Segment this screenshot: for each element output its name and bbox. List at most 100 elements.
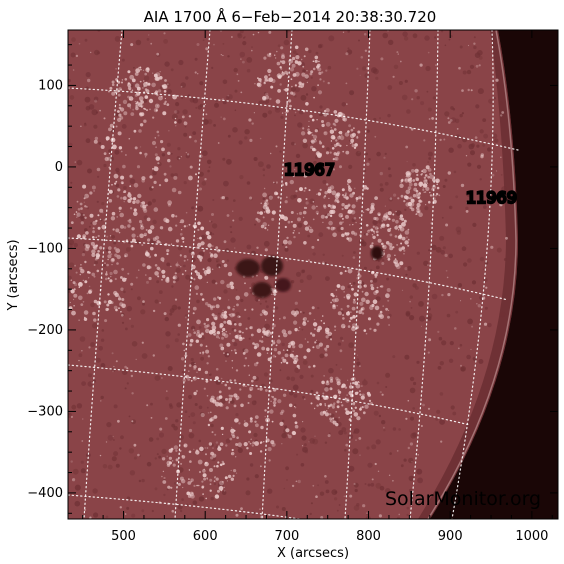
granule	[141, 509, 145, 513]
bright-point	[302, 421, 304, 423]
plage-point	[116, 216, 118, 218]
plage-point	[207, 423, 211, 427]
bright-point	[230, 469, 232, 472]
plage-point	[109, 123, 114, 128]
granule	[194, 403, 198, 406]
granule	[107, 434, 114, 441]
plage-point	[347, 130, 350, 133]
granule	[194, 57, 198, 61]
plage-point	[260, 224, 265, 229]
granule	[179, 509, 183, 513]
plage-point	[129, 74, 135, 80]
granule	[221, 490, 227, 496]
bright-point	[360, 56, 364, 59]
plage-point	[121, 79, 124, 81]
plage-point	[229, 281, 234, 286]
granule	[318, 111, 324, 117]
granule	[137, 296, 141, 301]
bright-point	[294, 301, 298, 305]
plage-point	[332, 204, 334, 206]
granule	[200, 356, 205, 361]
bright-point	[439, 138, 442, 142]
bright-point	[377, 470, 380, 472]
bright-point	[129, 318, 131, 320]
granule	[310, 389, 314, 393]
bright-point	[145, 229, 148, 231]
plage-point	[313, 319, 316, 321]
plage-point	[342, 150, 345, 153]
plage-point	[308, 365, 311, 369]
granule	[237, 447, 243, 453]
plage-point	[264, 330, 269, 335]
bright-point	[414, 89, 418, 93]
plage-point	[197, 221, 201, 226]
bright-point	[204, 178, 207, 181]
plage-point	[212, 305, 216, 309]
bright-point	[249, 196, 253, 200]
plage-point	[73, 305, 75, 307]
bright-point	[78, 359, 80, 362]
plage-point	[320, 214, 325, 219]
granule	[127, 240, 131, 244]
plage-point	[215, 367, 219, 371]
plage-point	[115, 308, 118, 312]
bright-point	[329, 162, 333, 165]
plage-point	[233, 404, 237, 408]
plage-point	[351, 287, 354, 291]
plage-point	[344, 204, 349, 210]
plage-point	[177, 190, 182, 195]
granule	[199, 412, 205, 417]
plage-point	[171, 187, 177, 193]
bright-point	[298, 289, 301, 293]
plage-point	[242, 337, 245, 340]
bright-point	[220, 54, 222, 56]
bright-point	[256, 246, 259, 249]
plage-point	[207, 235, 212, 240]
plage-point	[97, 226, 101, 230]
bright-point	[145, 204, 148, 207]
plage-point	[294, 421, 298, 425]
bright-point	[201, 480, 204, 483]
granule	[335, 364, 338, 366]
granule	[375, 265, 380, 270]
plage-point	[211, 268, 214, 271]
plage-point	[295, 354, 299, 358]
plage-point	[349, 316, 353, 320]
solar-image	[68, 30, 558, 519]
plage-point	[304, 338, 306, 340]
plage-point	[304, 226, 310, 231]
granule	[467, 162, 472, 167]
plage-point	[105, 307, 109, 312]
plage-point	[302, 210, 307, 215]
plage-point	[124, 255, 127, 258]
granule	[234, 89, 238, 93]
granule	[259, 302, 262, 305]
plage-point	[308, 228, 314, 234]
granule	[455, 226, 462, 233]
plage-point	[263, 187, 266, 190]
plage-point	[294, 45, 299, 50]
plage-point	[397, 229, 400, 231]
bright-point	[154, 153, 158, 157]
bright-point	[359, 365, 361, 367]
bright-point	[315, 495, 318, 499]
plage-point	[408, 189, 410, 191]
bright-point	[200, 292, 203, 296]
longitude-line	[83, 30, 123, 519]
bright-point	[223, 240, 227, 244]
plage-point	[287, 240, 292, 245]
plage-point	[228, 394, 231, 397]
granule	[71, 37, 76, 42]
plage-point	[223, 486, 225, 488]
bright-point	[215, 246, 219, 250]
plage-point	[359, 407, 362, 411]
plage-point	[115, 248, 121, 254]
plage-point	[105, 273, 108, 276]
granule	[190, 325, 196, 331]
plage-point	[317, 154, 319, 156]
plage-point	[100, 145, 105, 149]
plage-point	[307, 128, 310, 131]
plage-point	[118, 295, 121, 298]
granule	[495, 83, 499, 87]
bright-point	[458, 66, 461, 70]
